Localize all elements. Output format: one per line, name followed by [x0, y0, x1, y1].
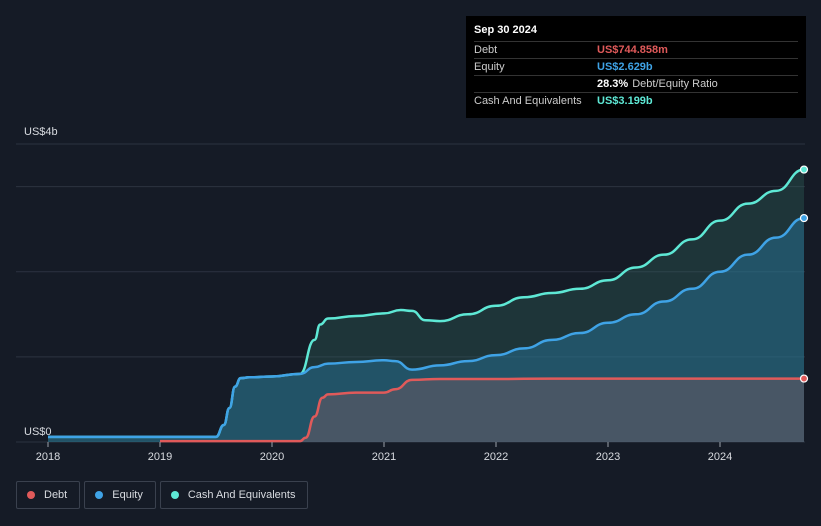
x-axis-ticks: 2018 2019 2020 2021 2022 2023 2024	[36, 442, 732, 463]
y-axis-bottom-label: US$0	[24, 426, 52, 438]
legend-label: Cash And Equivalents	[187, 489, 296, 501]
chart-areas	[48, 169, 804, 443]
x-tick-label: 2024	[708, 451, 732, 463]
debt-area	[160, 378, 804, 442]
tooltip-suffix: Debt/Equity Ratio	[632, 78, 718, 90]
legend-item-debt[interactable]: Debt	[16, 481, 81, 509]
tooltip-panel: Sep 30 2024 Debt US$744.858m Equity US$2…	[466, 16, 806, 118]
legend-dot-icon	[170, 491, 179, 499]
tooltip-value: US$2.629b	[597, 61, 653, 73]
legend-item-equity[interactable]: Equity	[84, 481, 156, 509]
x-tick-label: 2018	[36, 451, 60, 463]
equity-end-marker	[799, 213, 809, 223]
legend-label: Debt	[44, 489, 68, 501]
cash-and-equivalents-end-marker	[799, 165, 809, 174]
tooltip-value: US$3.199b	[597, 95, 653, 107]
tooltip-date: Sep 30 2024	[474, 24, 537, 36]
x-tick-label: 2019	[148, 451, 172, 463]
y-axis-top-label: US$4b	[24, 126, 58, 138]
grid-lines	[16, 143, 805, 443]
tooltip-row-ratio: 28.3% Debt/Equity Ratio	[474, 75, 798, 92]
x-tick-label: 2021	[372, 451, 396, 463]
tooltip-row-equity: Equity US$2.629b	[474, 58, 798, 75]
debt-line	[159, 377, 804, 443]
legend-dot-icon	[95, 491, 104, 499]
tooltip-label: Debt	[474, 44, 498, 56]
tooltip-label: Equity	[474, 61, 505, 73]
x-tick-label: 2023	[596, 451, 620, 463]
tooltip-value: US$744.858m	[597, 44, 668, 56]
chart-lines	[48, 168, 805, 443]
tooltip-value: 28.3%	[597, 78, 629, 90]
tooltip-row-debt: Debt US$744.858m	[474, 41, 798, 58]
cash-and-equivalents-area	[48, 169, 804, 443]
x-tick-label: 2020	[260, 451, 284, 463]
legend: Debt Equity Cash And Equivalents	[16, 481, 309, 509]
legend-item-cash[interactable]: Cash And Equivalents	[159, 481, 309, 509]
tooltip-row-cash: Cash And Equivalents US$3.199b	[474, 92, 798, 109]
end-markers	[799, 165, 809, 383]
legend-dot-icon	[27, 491, 35, 499]
legend-label: Equity	[112, 489, 143, 501]
x-tick-label: 2022	[484, 451, 508, 463]
debt-end-marker	[799, 374, 809, 383]
tooltip-label	[474, 76, 597, 92]
tooltip-label: Cash And Equivalents	[474, 95, 582, 107]
equity-line	[48, 216, 805, 439]
